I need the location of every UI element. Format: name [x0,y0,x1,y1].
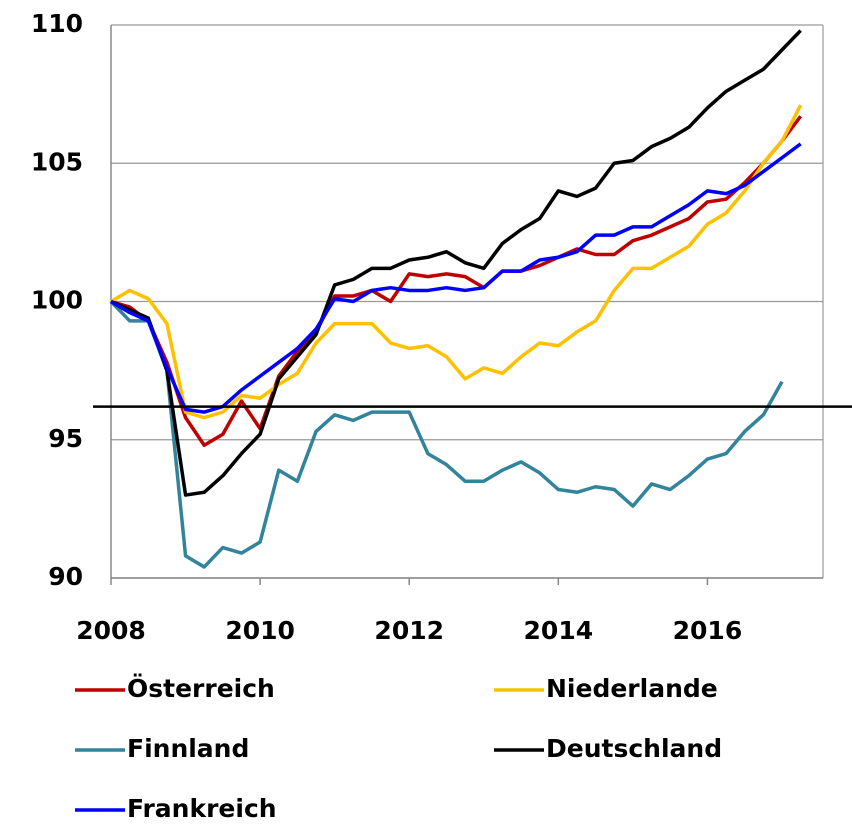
y-tick-label: 100 [31,286,83,315]
y-tick-label: 90 [48,562,83,591]
legend-label: Deutschland [546,734,722,763]
y-tick-label: 95 [48,424,83,453]
x-tick-label: 2008 [76,616,146,645]
x-tick-label: 2010 [225,616,295,645]
series-line [110,142,802,414]
y-tick-label: 110 [31,9,83,38]
legend-label: Niederlande [546,674,718,703]
x-tick-label: 2014 [524,616,594,645]
x-tick-label: 2016 [673,616,743,645]
series-line [110,104,803,420]
series-line [110,29,802,497]
legend-label: Finnland [127,734,249,763]
legend-label: Österreich [127,673,275,703]
series-line [110,115,803,448]
legend-label: Frankreich [127,794,277,823]
y-tick-label: 105 [31,147,83,176]
series-line [109,300,784,569]
x-tick-label: 2012 [374,616,444,645]
